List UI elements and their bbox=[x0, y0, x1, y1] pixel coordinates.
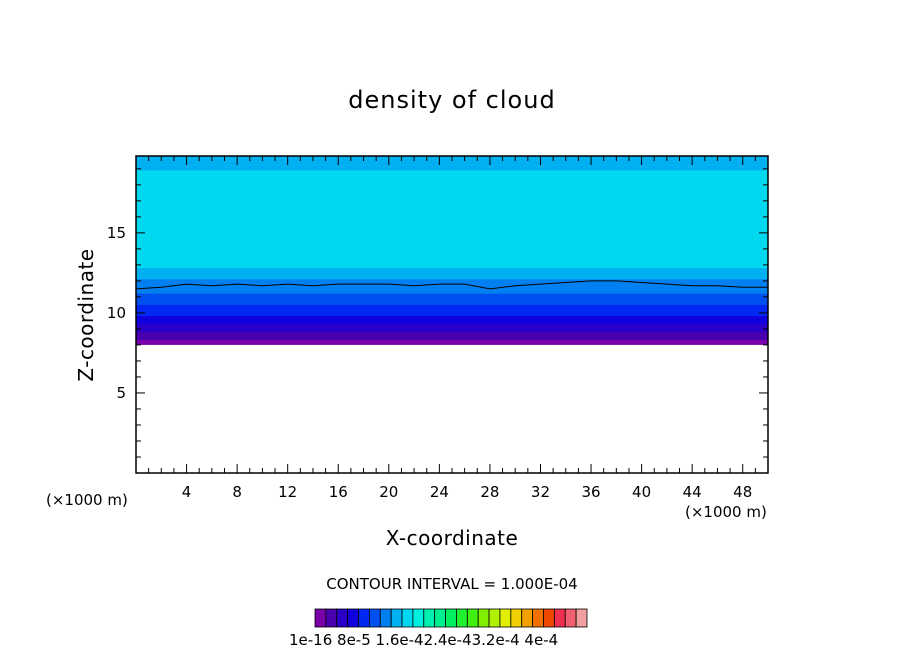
density-band-8 bbox=[136, 168, 768, 269]
x-tick-label: 48 bbox=[733, 483, 752, 501]
x-unit-label-left: (×1000 m) bbox=[46, 491, 128, 509]
colorbar-swatch bbox=[314, 608, 327, 628]
colorbar-swatch bbox=[368, 608, 381, 628]
colorbar-swatch bbox=[553, 608, 566, 628]
colorbar-swatch bbox=[521, 608, 533, 628]
colorbar-swatch bbox=[564, 608, 577, 628]
colorbar-swatch bbox=[347, 608, 359, 628]
colorbar-swatch bbox=[510, 608, 523, 628]
colorbar-swatch bbox=[358, 608, 370, 628]
density-band-1 bbox=[136, 330, 768, 341]
density-band-9 bbox=[136, 156, 768, 171]
colorbar-swatch bbox=[379, 608, 392, 628]
colorbar-swatch bbox=[543, 608, 555, 628]
colorbar-swatch bbox=[466, 608, 479, 628]
density-band-7 bbox=[136, 266, 768, 280]
density-band-5 bbox=[136, 292, 768, 305]
x-tick-label: 44 bbox=[683, 483, 702, 501]
colorbar-swatch bbox=[401, 608, 414, 628]
x-tick-label: 8 bbox=[232, 483, 242, 501]
colorbar-swatch bbox=[412, 608, 425, 628]
chart-title: density of cloud bbox=[348, 86, 556, 114]
contour-line bbox=[135, 280, 768, 290]
y-tick-label: 15 bbox=[107, 224, 126, 242]
colorbar-swatch bbox=[445, 608, 457, 628]
x-tick-label: 40 bbox=[632, 483, 651, 501]
y-axis-label: Z-coordinate bbox=[74, 248, 98, 382]
colorbar-swatch bbox=[336, 608, 349, 628]
x-axis-label: X-coordinate bbox=[385, 526, 519, 550]
x-tick-label: 4 bbox=[182, 483, 192, 501]
cloud-density-bands bbox=[136, 156, 768, 345]
colorbar-swatch bbox=[575, 608, 588, 628]
colorbar-labels: 1e-16 8e-5 1.6e-42.4e-43.2e-4 4e-4 bbox=[289, 631, 559, 649]
x-tick-label: 16 bbox=[329, 483, 348, 501]
colorbar-swatch bbox=[477, 608, 490, 628]
y-tick-label: 5 bbox=[116, 384, 126, 402]
colorbar-swatch bbox=[488, 608, 501, 628]
y-tick-label: 10 bbox=[107, 304, 126, 322]
density-band-3 bbox=[136, 314, 768, 325]
x-tick-label: 32 bbox=[531, 483, 550, 501]
x-tick-label: 28 bbox=[480, 483, 499, 501]
colorbar bbox=[314, 608, 588, 628]
contour-interval-label: CONTOUR INTERVAL = 1.000E-04 bbox=[326, 575, 578, 593]
density-band-4 bbox=[136, 303, 768, 317]
colorbar-swatch bbox=[390, 608, 403, 628]
density-band-6 bbox=[136, 277, 768, 294]
density-band-2 bbox=[136, 322, 768, 333]
colorbar-swatch bbox=[499, 608, 512, 628]
x-unit-label-right: (×1000 m) bbox=[685, 503, 767, 521]
colorbar-swatch bbox=[423, 608, 436, 628]
x-tick-label: 20 bbox=[379, 483, 398, 501]
x-tick-label: 24 bbox=[430, 483, 449, 501]
x-axis: 4 8 12 16 20 24 28 32 36 40 44 48 bbox=[148, 156, 756, 501]
colorbar-swatch bbox=[434, 608, 446, 628]
colorbar-swatch bbox=[532, 608, 544, 628]
colorbar-swatch bbox=[456, 608, 468, 628]
x-tick-label: 36 bbox=[581, 483, 600, 501]
colorbar-swatch bbox=[325, 608, 338, 628]
x-tick-label: 12 bbox=[278, 483, 297, 501]
density-band-0 bbox=[136, 338, 768, 345]
y-axis: 5 10 15 bbox=[107, 168, 768, 458]
